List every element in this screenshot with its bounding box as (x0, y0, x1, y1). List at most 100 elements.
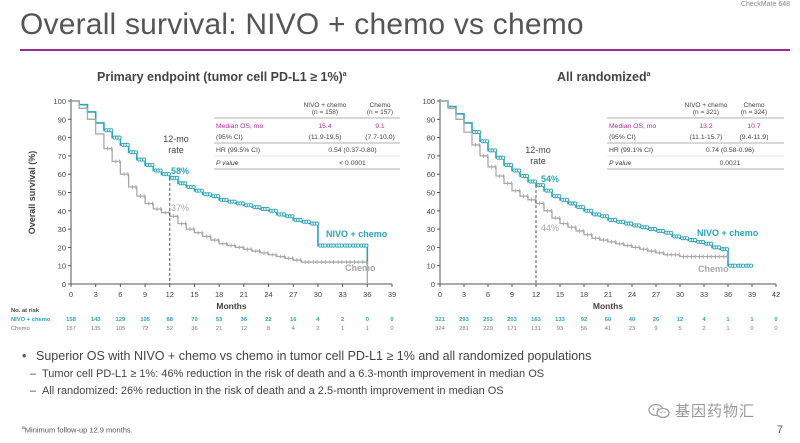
wechat-icon (648, 403, 670, 418)
p0-risk-chemo-value: 12 (241, 326, 247, 332)
p1-risk-nivo-value: 203 (507, 317, 517, 323)
p1-nivo-censor (637, 223, 642, 228)
p1-x-tick-label: 33 (700, 290, 708, 299)
bullet-sub-pdl1: Tumor cell PD-L1 ≥ 1%: 46% reduction in … (22, 368, 722, 380)
p1-nivo-censor (677, 234, 682, 239)
p1-chemo-curve-label: Chemo (698, 264, 729, 274)
p1-risk-chemo-value: 56 (581, 326, 587, 332)
p1-risk-chemo-value: 5 (678, 326, 681, 332)
p1-nivo-censor (589, 208, 594, 213)
p1-nivo-censor (573, 201, 578, 206)
p1-risk-chemo-value: 281 (459, 326, 469, 332)
watermark: 基因药物汇 (648, 400, 755, 421)
p0-nivo-censor (323, 243, 328, 248)
p1-stats-p-label: P value (609, 160, 632, 167)
title-rule (20, 49, 790, 51)
watermark-text: 基因药物汇 (675, 403, 756, 420)
right-panel-title: All randomizeda (557, 70, 651, 84)
p1-risk-nivo-value: 293 (459, 317, 469, 323)
p1-nivo-censor (541, 183, 546, 188)
p1-risk-nivo-value: 163 (531, 317, 541, 323)
p1-risk-chemo-value: 171 (507, 326, 517, 332)
p1-nivo-censor (597, 212, 602, 217)
p0-nivo-censor (191, 184, 196, 190)
p1-stats-row-chemo: 10.7 (747, 123, 760, 130)
slide-title: Overall survival: NIVO + chemo vs chemo (20, 8, 584, 41)
p1-nivo-censor (557, 194, 562, 199)
right-panel-title-text: All randomized (557, 70, 647, 84)
p0-risk-chemo-label: Chemo (11, 326, 30, 332)
p0-x-tick-label: 21 (240, 290, 248, 299)
p0-stats-hr-label: HR (99.5% CI) (216, 147, 260, 154)
p1-stats-row-label: Median OS, mo (609, 123, 656, 130)
p1-risk-nivo-value: 0 (774, 317, 777, 323)
p1-landmark-label-2: rate (530, 156, 546, 166)
p0-nivo-censor (356, 243, 361, 248)
p1-x-tick-label: 39 (748, 290, 756, 299)
p1-nivo-censor (629, 221, 634, 226)
p0-x-tick-label: 3 (94, 290, 98, 299)
p1-nivo-censor (741, 263, 746, 268)
p0-nivo-censor (257, 205, 262, 210)
footnote-text: Minimum follow-up 12.9 months. (24, 425, 133, 435)
p0-risk-nivo-value: 0 (366, 317, 369, 323)
p0-risk-nivo-value: 105 (140, 317, 150, 323)
p0-stats-row-chemo: (7.7-10.0) (365, 134, 394, 141)
p0-x-tick-label: 30 (314, 290, 322, 299)
p1-x-tick-label: 27 (652, 290, 660, 299)
p0-risk-chemo-value: 1 (366, 326, 369, 332)
p0-nivo-censor (306, 219, 311, 224)
p0-x-tick-label: 27 (289, 290, 297, 299)
p1-risk-nivo-value: 133 (555, 317, 565, 323)
p0-nivo-censor (232, 199, 237, 204)
p0-stats-col-nivo-n: (n = 158) (312, 109, 338, 116)
bullet-sub-all: All randomized: 26% reduction in the ris… (22, 385, 722, 397)
right-panel-title-sup: a (646, 70, 651, 78)
p1-nivo-censor (493, 148, 498, 153)
p0-chemo-rate: 37% (171, 203, 189, 213)
p0-risk-nivo-value: 53 (216, 317, 223, 323)
p0-nivo-censor (240, 201, 245, 206)
p1-x-tick-label: 0 (438, 290, 442, 299)
p1-x-tick-label: 18 (580, 290, 588, 299)
p1-risk-chemo-value: 0 (774, 326, 777, 332)
p0-stats-row-label: Median OS, mo (216, 123, 263, 130)
p1-nivo-censor (525, 173, 530, 179)
p1-nivo-censor (669, 230, 674, 235)
p1-stats-row-chemo: (9.4-11.9) (740, 134, 769, 141)
p1-y-tick-label: 70 (427, 152, 435, 161)
p0-risk-chemo-value: 2 (316, 326, 319, 332)
p1-y-tick-label: 0 (431, 280, 435, 289)
p1-x-tick-label: 6 (486, 290, 490, 299)
p0-x-tick-label: 9 (143, 290, 147, 299)
p0-nivo-censor (150, 162, 155, 168)
p0-nivo-censor (273, 208, 278, 213)
p0-risk-nivo-value: 70 (191, 317, 197, 323)
p1-risk-nivo-value: 321 (435, 317, 445, 323)
p0-risk-nivo-value: 143 (91, 317, 101, 323)
p1-nivo-censor (509, 162, 514, 168)
p0-stats-row-label: (95% CI) (216, 134, 243, 141)
p0-nivo-censor (265, 206, 270, 212)
p0-risk-header: No. at risk (11, 308, 40, 314)
p1-risk-nivo-value: 4 (702, 317, 706, 323)
p1-y-tick-label: 100 (422, 97, 435, 106)
p1-stats-row-nivo: 13.2 (699, 123, 712, 130)
p0-nivo-censor (298, 217, 303, 222)
p0-nivo-censor (199, 188, 204, 193)
p0-risk-nivo-value: 16 (290, 317, 297, 323)
p0-nivo-censor (166, 172, 171, 177)
p0-stats-p-label: P value (216, 160, 239, 167)
p1-nivo-censor (613, 217, 618, 222)
p1-risk-chemo-value: 0 (750, 326, 753, 332)
p0-nivo-censor (125, 142, 130, 147)
p0-nivo-censor (207, 192, 213, 197)
p0-y-tick-label: 100 (53, 97, 66, 106)
p1-y-tick-label: 10 (427, 262, 435, 271)
p1-x-tick-label: 21 (604, 290, 612, 299)
p1-risk-nivo-value: 253 (483, 317, 493, 323)
p0-nivo-curve-label: NIVO + chemo (326, 229, 388, 239)
page-number: 7 (776, 424, 783, 436)
p0-risk-chemo-value: 157 (66, 326, 76, 332)
